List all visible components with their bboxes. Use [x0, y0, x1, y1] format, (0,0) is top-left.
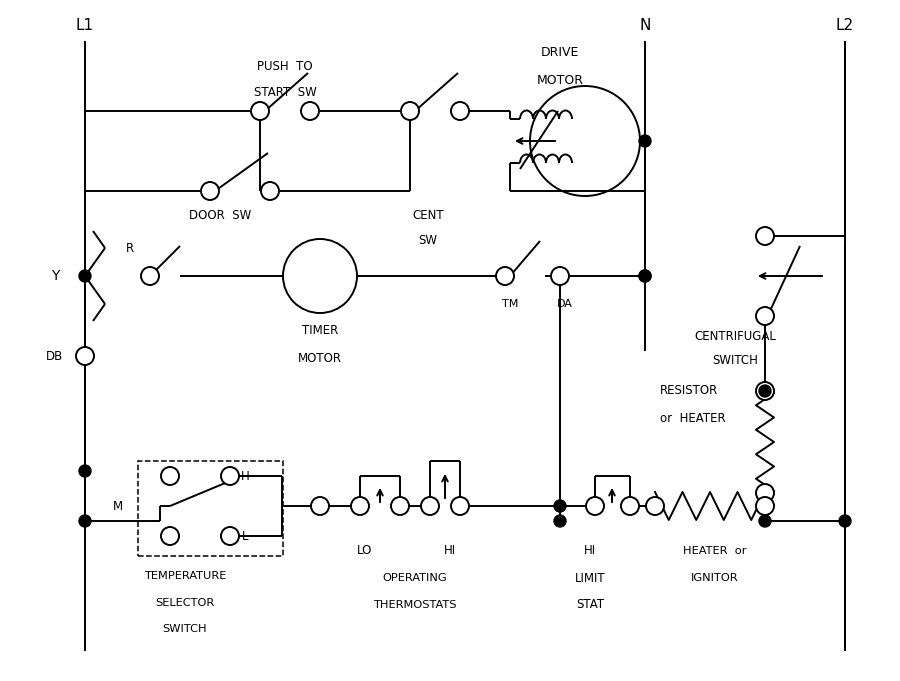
Circle shape [646, 497, 664, 515]
Text: SWITCH: SWITCH [712, 355, 758, 368]
Text: SW: SW [418, 234, 437, 247]
Circle shape [554, 500, 566, 512]
Circle shape [421, 497, 439, 515]
Circle shape [451, 497, 469, 515]
Circle shape [586, 497, 604, 515]
Circle shape [401, 102, 419, 120]
Text: DOOR  SW: DOOR SW [189, 210, 251, 223]
Text: M: M [112, 499, 123, 513]
Text: N: N [639, 18, 651, 33]
Circle shape [639, 270, 651, 282]
Text: IGNITOR: IGNITOR [691, 573, 739, 583]
Circle shape [621, 497, 639, 515]
Bar [138, 461, 283, 556]
Circle shape [251, 102, 269, 120]
Circle shape [496, 267, 514, 285]
Text: DRIVE: DRIVE [541, 46, 580, 59]
Text: SWITCH: SWITCH [163, 624, 207, 634]
Text: HEATER  or: HEATER or [683, 546, 747, 556]
Text: Y: Y [50, 269, 59, 283]
Text: MOTOR: MOTOR [298, 351, 342, 364]
Circle shape [311, 497, 329, 515]
Circle shape [756, 227, 774, 245]
Circle shape [221, 467, 239, 485]
Text: or  HEATER: or HEATER [660, 413, 725, 426]
Circle shape [639, 135, 651, 147]
Text: L2: L2 [836, 18, 854, 33]
Circle shape [451, 102, 469, 120]
Circle shape [201, 182, 219, 200]
Text: HI: HI [444, 545, 456, 558]
Circle shape [756, 497, 774, 515]
Circle shape [79, 515, 91, 527]
Circle shape [839, 515, 851, 527]
Circle shape [759, 385, 771, 397]
Circle shape [554, 515, 566, 527]
Circle shape [79, 270, 91, 282]
Text: SELECTOR: SELECTOR [156, 598, 214, 608]
Circle shape [756, 382, 774, 400]
Circle shape [161, 467, 179, 485]
Circle shape [639, 270, 651, 282]
Text: H: H [240, 469, 249, 483]
Text: RESISTOR: RESISTOR [660, 385, 718, 398]
Circle shape [161, 527, 179, 545]
Text: L1: L1 [76, 18, 94, 33]
Circle shape [351, 497, 369, 515]
Text: DA: DA [557, 299, 573, 309]
Circle shape [551, 267, 569, 285]
Text: L: L [242, 530, 248, 543]
Text: MOTOR: MOTOR [536, 74, 583, 87]
Circle shape [221, 527, 239, 545]
Circle shape [391, 497, 409, 515]
Circle shape [79, 465, 91, 477]
Text: DB: DB [46, 349, 63, 362]
Circle shape [141, 267, 159, 285]
Text: LIMIT: LIMIT [575, 571, 606, 584]
Text: R: R [126, 242, 134, 255]
Text: THERMOSTATS: THERMOSTATS [374, 600, 457, 610]
Circle shape [756, 307, 774, 325]
Circle shape [756, 484, 774, 502]
Text: TM: TM [502, 299, 518, 309]
Text: TEMPERATURE: TEMPERATURE [144, 571, 226, 581]
Text: CENTRIFUGAL: CENTRIFUGAL [694, 330, 776, 343]
Text: LO: LO [357, 545, 373, 558]
Text: TIMER: TIMER [302, 325, 338, 338]
Circle shape [261, 182, 279, 200]
Text: OPERATING: OPERATING [382, 573, 447, 583]
Text: HI: HI [584, 545, 596, 558]
Circle shape [759, 515, 771, 527]
Text: CENT: CENT [412, 210, 444, 223]
Text: START  SW: START SW [254, 86, 317, 99]
Text: STAT: STAT [576, 599, 604, 612]
Text: PUSH  TO: PUSH TO [257, 59, 313, 72]
Circle shape [301, 102, 319, 120]
Circle shape [76, 347, 94, 365]
